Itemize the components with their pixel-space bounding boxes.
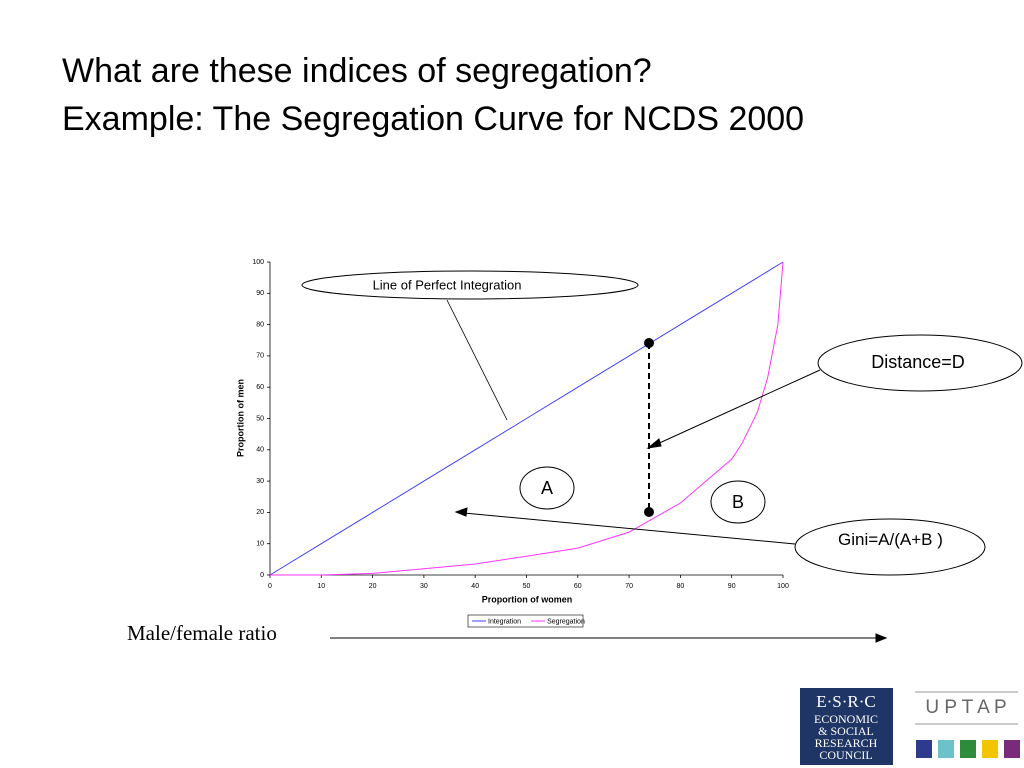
arrow [463, 512, 796, 545]
title: What are these indices of segregation? [62, 52, 652, 90]
ellipse [794, 518, 986, 576]
annotation: Line of Perfect Integration [373, 277, 522, 292]
logo-square [938, 740, 954, 758]
logo-square [982, 740, 998, 758]
legend-box [467, 614, 584, 628]
series-line [269, 261, 784, 576]
x-tick-label: 70 [625, 583, 633, 590]
dot [644, 507, 654, 517]
x-tick-label: 80 [677, 583, 685, 590]
y-tick-label: 20 [256, 509, 264, 516]
y-tick-label: 40 [256, 447, 264, 454]
legend-label: Integration [488, 618, 521, 625]
logo-text: ECONOMIC [814, 712, 878, 726]
annotation: Male/female ratio [127, 621, 277, 645]
ellipse [519, 466, 575, 510]
y-tick-label: 80 [256, 321, 264, 328]
y-tick-label: 10 [256, 541, 264, 548]
x-tick-label: 100 [777, 583, 789, 590]
logo-box [800, 688, 893, 765]
series-line [270, 261, 784, 576]
annotation: Distance=D [871, 352, 965, 372]
logo-text: COUNCIL [819, 748, 872, 762]
annotations [301, 270, 1023, 643]
annotation: A [541, 478, 553, 498]
y-tick-label: 30 [256, 478, 264, 485]
arrow-head [875, 633, 888, 643]
ellipse [301, 270, 639, 300]
y-tick-label: 60 [256, 384, 264, 391]
uptap-logo: U P T A P [915, 691, 1020, 758]
dot [644, 338, 654, 348]
annotation: B [732, 492, 744, 512]
esrc-logo: E·S·R·C ECONOMIC & SOCIAL RESEARCH COUNC… [800, 688, 893, 765]
y-tick-label: 70 [256, 353, 264, 360]
logo-text: & SOCIAL [818, 724, 874, 738]
annotation: Gini=A/(A+B ) [838, 530, 943, 549]
legend-label: Segregation [547, 618, 585, 625]
y-axis-label: Proportion of men [235, 379, 245, 457]
y-tick-label: 100 [252, 259, 264, 266]
x-tick-label: 30 [420, 583, 428, 590]
arrow-head [454, 507, 468, 517]
subtitle: Example: The Segregation Curve for NCDS … [62, 100, 804, 138]
logo-square [960, 740, 976, 758]
y-tick-label: 0 [260, 572, 264, 579]
logo-square [1004, 740, 1020, 758]
logo-text: E·S·R·C [816, 692, 876, 711]
x-tick-label: 60 [574, 583, 582, 590]
arrow-head [646, 438, 662, 449]
x-tick-label: 10 [317, 583, 325, 590]
logo-text: RESEARCH [815, 736, 878, 750]
ellipse [817, 334, 1023, 392]
x-tick-label: 20 [369, 583, 377, 590]
logo-square [916, 740, 932, 758]
x-axis-label: Proportion of women [482, 594, 573, 604]
x-tick-label: 0 [268, 583, 272, 590]
ellipse [710, 480, 766, 524]
pointer [446, 299, 508, 421]
x-tick-label: 40 [471, 583, 479, 590]
x-tick-label: 50 [523, 583, 531, 590]
y-tick-label: 90 [256, 290, 264, 297]
arrow [654, 369, 821, 446]
logo-text: U P T A P [925, 697, 1006, 718]
y-tick-label: 50 [256, 415, 264, 422]
x-tick-label: 90 [728, 583, 736, 590]
